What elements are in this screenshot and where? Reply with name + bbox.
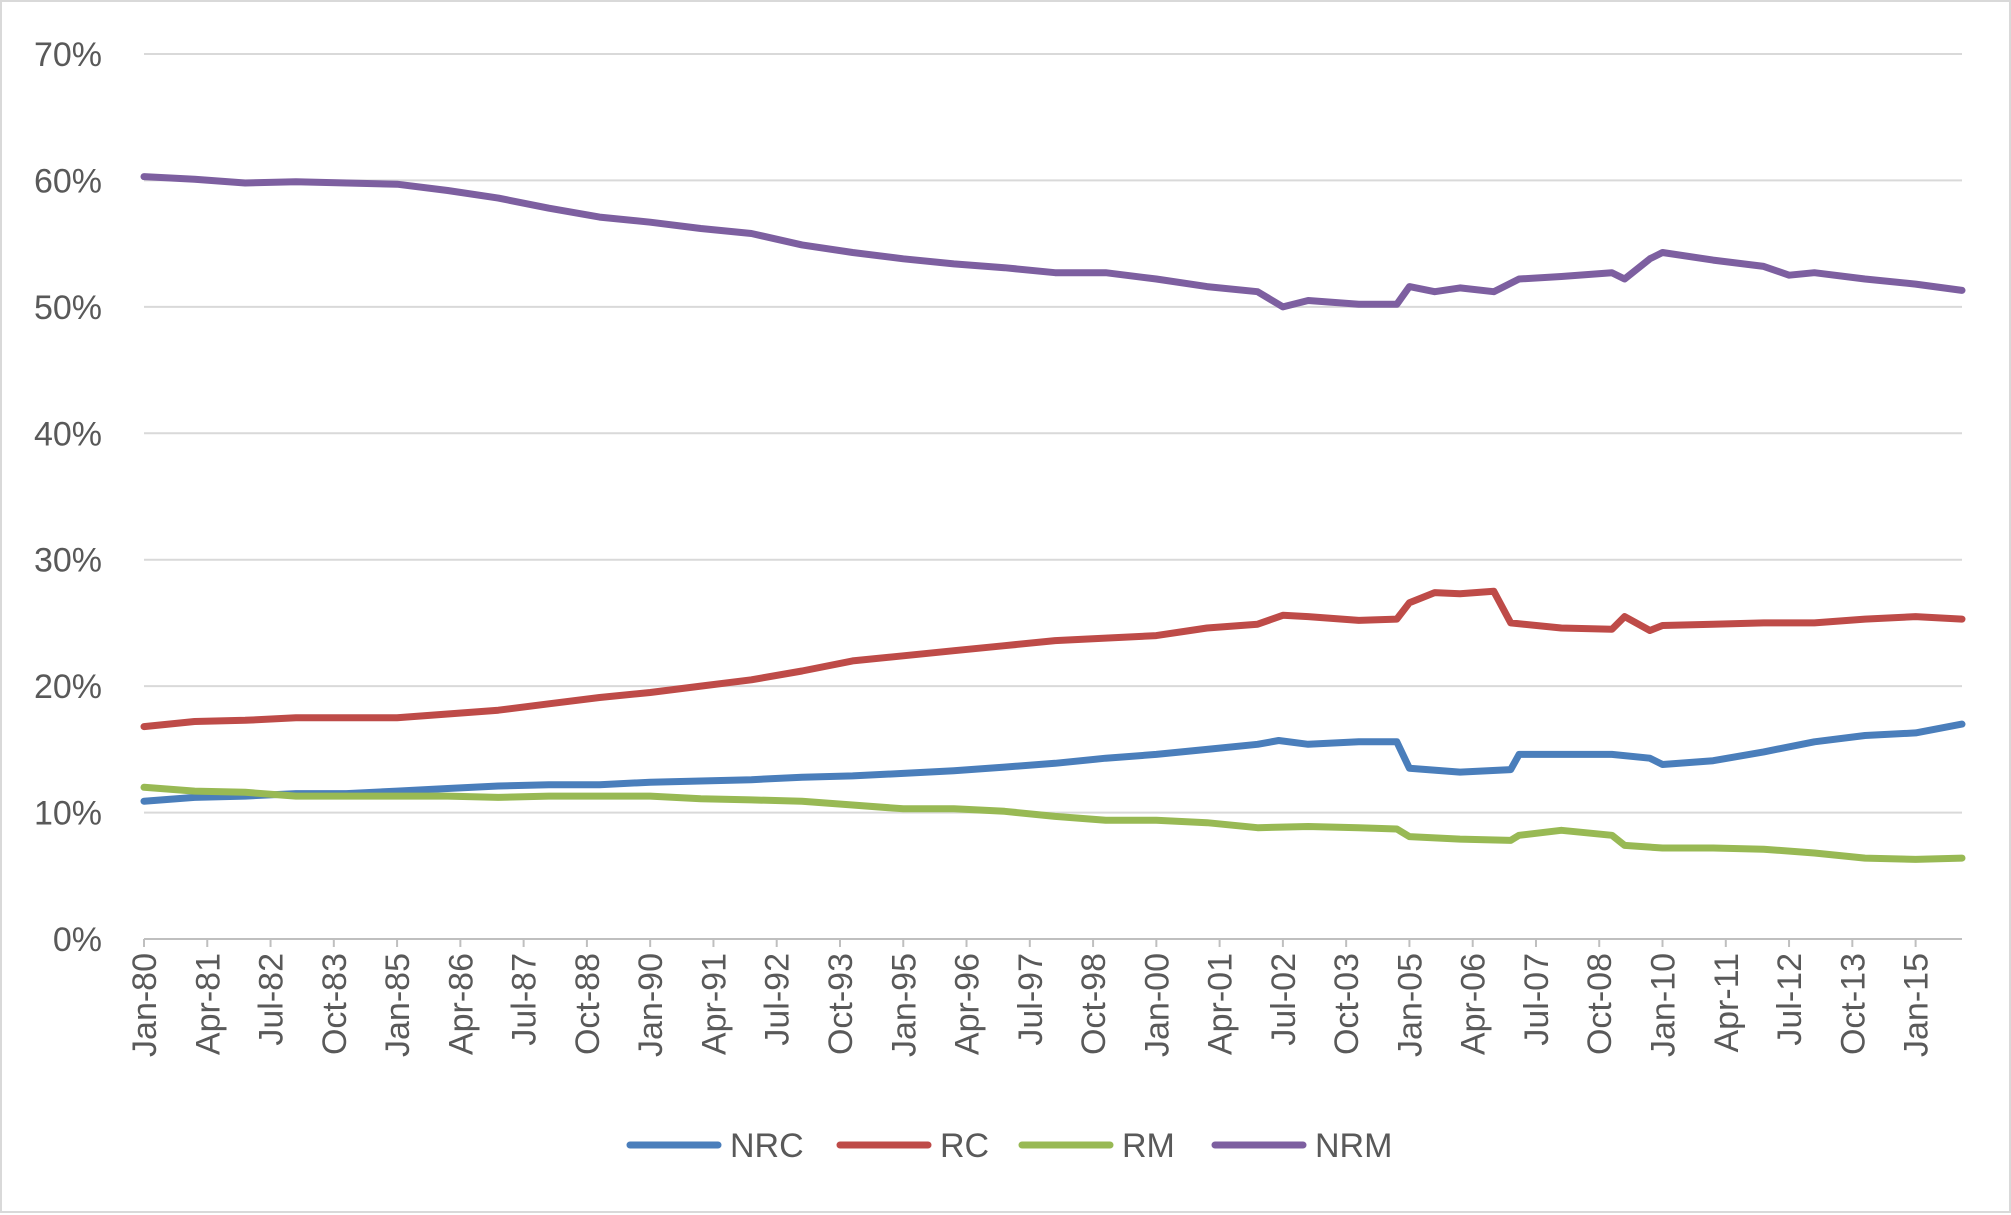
x-tick-label: Jan-80 [126, 953, 164, 1057]
gridlines [144, 53, 1962, 940]
x-tick-label: Jan-15 [1898, 953, 1936, 1057]
y-tick-label: 60% [34, 162, 102, 200]
x-tick-label: Jan-90 [632, 953, 670, 1057]
y-tick-label: 0% [53, 921, 102, 959]
y-tick-label: 10% [34, 795, 102, 833]
x-tick-label: Jul-07 [1518, 953, 1556, 1046]
x-tick-label: Oct-08 [1581, 953, 1619, 1055]
x-tick-label: Jul-97 [1012, 953, 1050, 1046]
series-line-nrm [140, 173, 1966, 311]
x-tick-label: Oct-13 [1834, 953, 1872, 1055]
x-tick-label: Oct-98 [1075, 953, 1113, 1055]
series-line-rm [140, 783, 1966, 863]
x-tick-label: Oct-03 [1328, 953, 1366, 1055]
y-tick-label: 30% [34, 542, 102, 580]
legend-label-nrm: NRM [1315, 1127, 1392, 1165]
x-tick-label: Jan-85 [379, 953, 417, 1057]
x-tick-label: Jul-12 [1771, 953, 1809, 1046]
y-tick-label: 20% [34, 668, 102, 706]
x-tick-label: Apr-86 [442, 953, 480, 1055]
x-tick-label: Apr-96 [949, 953, 987, 1055]
series-line-nrc [140, 720, 1966, 805]
x-tick-label: Apr-01 [1202, 953, 1240, 1055]
x-tick-label: Jul-92 [759, 953, 797, 1046]
legend-label-nrc: NRC [730, 1127, 804, 1165]
x-tick-label: Apr-06 [1455, 953, 1493, 1055]
x-tick-label: Jan-95 [885, 953, 923, 1057]
x-tick-label: Apr-11 [1708, 953, 1746, 1053]
legend: NRC RC RM NRM [626, 1127, 1392, 1165]
y-tick-label: 70% [34, 36, 102, 74]
x-tick-label: Apr-81 [189, 953, 227, 1055]
x-tick-label: Jul-02 [1265, 953, 1303, 1046]
y-tick-label: 40% [34, 415, 102, 453]
x-tick-label: Jan-10 [1645, 953, 1683, 1057]
x-tick-label: Oct-83 [316, 953, 354, 1055]
series-lines [140, 173, 1966, 863]
y-tick-label: 50% [34, 289, 102, 327]
x-tick-label: Jan-00 [1138, 953, 1176, 1057]
x-tick-label: Jul-82 [253, 953, 291, 1046]
legend-label-rc: RC [940, 1127, 989, 1165]
x-tick-label: Oct-88 [569, 953, 607, 1055]
x-tick-label: Apr-91 [695, 953, 733, 1055]
series-line-rc [140, 587, 1966, 731]
x-tick-label: Jan-05 [1391, 953, 1429, 1057]
x-axis: Jan-80 Apr-81 Jul-82 Oct-83 Jan-85 Apr-86 Jul-… [126, 939, 1936, 1057]
y-axis: 0% 10% 20% 30% 40% 50% 60% 70% [34, 36, 102, 959]
x-tick-label: Oct-93 [822, 953, 860, 1055]
legend-label-rm: RM [1122, 1127, 1175, 1165]
x-tick-label: Jul-87 [506, 953, 544, 1046]
